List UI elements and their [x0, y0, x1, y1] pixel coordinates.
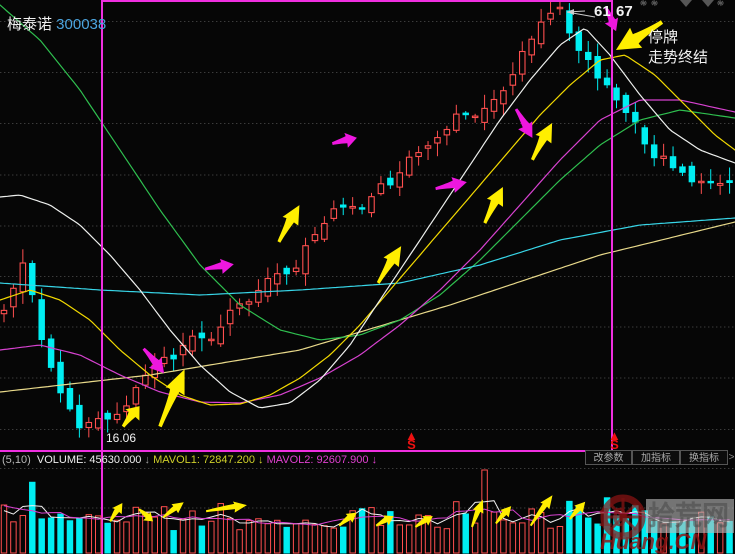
- svg-text:10: 10: [598, 502, 627, 532]
- svg-text:Huang.CN: Huang.CN: [600, 529, 707, 554]
- svg-text:拾荒网: 拾荒网: [648, 501, 729, 531]
